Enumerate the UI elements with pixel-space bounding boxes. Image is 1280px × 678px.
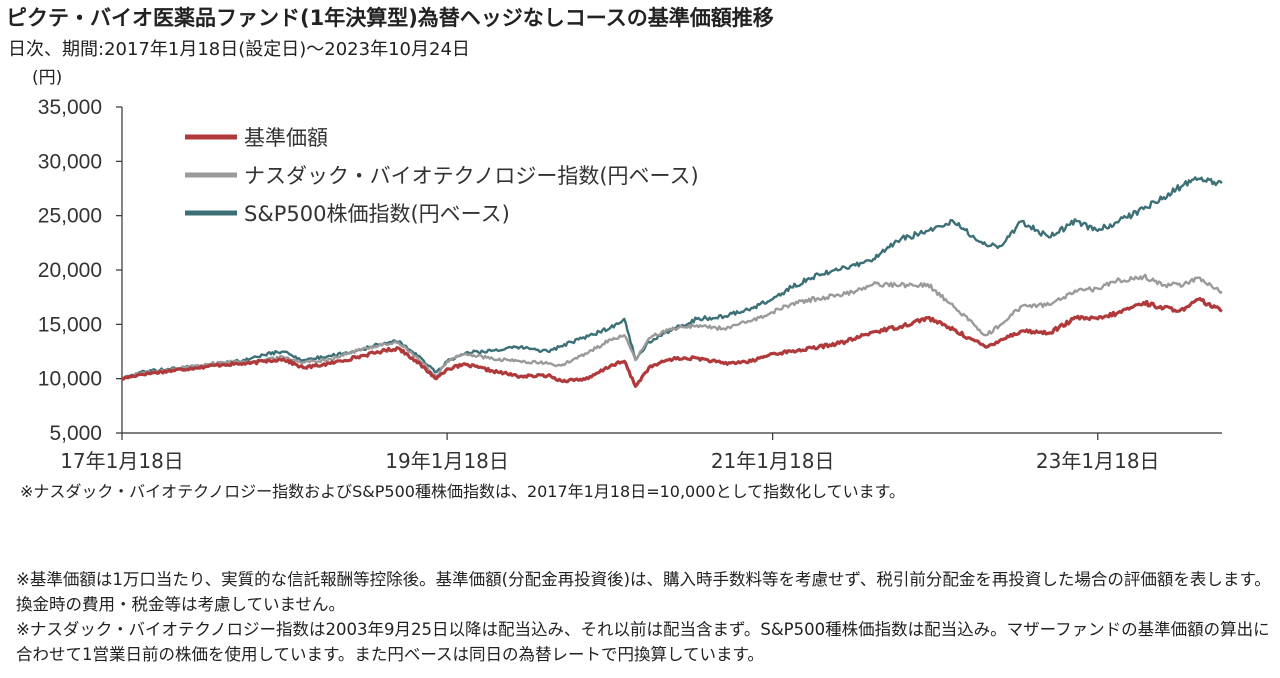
legend-item-nav-label: 基準価額 bbox=[244, 126, 328, 150]
x-tick-label: 19年1月18日 bbox=[385, 449, 509, 473]
y-tick-label: 15,000 bbox=[38, 313, 102, 336]
footnotes: ※基準価額は1万口当たり、実質的な信託報酬等控除後。基準価額(分配金再投資後)は… bbox=[16, 567, 1278, 667]
chart-subtitle: 日次、期間:2017年1月18日(設定日)〜2023年10月24日 bbox=[8, 39, 470, 60]
page-title: ピクテ・バイオ医薬品ファンド(1年決算型)為替ヘッジなしコースの基準価額推移 bbox=[6, 6, 774, 30]
y-axis: 5,000 10,000 15,000 20,000 25,000 30,000 35,00… bbox=[38, 96, 123, 445]
nav-series-line bbox=[121, 297, 1223, 388]
footnote-nav: ※基準価額は1万口当たり、実質的な信託報酬等控除後。基準価額(分配金再投資後)は… bbox=[16, 570, 1271, 614]
y-tick-label: 5,000 bbox=[49, 422, 102, 445]
y-tick-label: 10,000 bbox=[38, 368, 102, 391]
y-tick-label: 35,000 bbox=[38, 96, 102, 119]
legend-item-sp500-label: S&P500株価指数(円ベース) bbox=[244, 202, 510, 226]
nasdaq-biotech-series-line bbox=[121, 273, 1223, 381]
y-tick-label: 30,000 bbox=[38, 150, 102, 173]
x-axis: 17年1月18日 19年1月18日 21年1月18日 23年1月18日 bbox=[60, 432, 1222, 473]
y-axis-unit-label: (円) bbox=[32, 68, 63, 88]
legend-item-nasdaq-biotech-label: ナスダック・バイオテクノロジー指数(円ベース) bbox=[244, 164, 699, 188]
footnote-index-source: ※ナスダック・バイオテクノロジー指数は2003年9月25日以降は配当込み、それ以… bbox=[16, 620, 1270, 664]
y-tick-label: 25,000 bbox=[38, 205, 102, 228]
x-tick-label: 17年1月18日 bbox=[60, 449, 184, 473]
x-tick-label: 21年1月18日 bbox=[711, 449, 835, 473]
index-note: ※ナスダック・バイオテクノロジー指数およびS&P500種株価指数は、2017年1… bbox=[20, 482, 906, 501]
y-tick-label: 20,000 bbox=[38, 259, 102, 282]
x-tick-label: 23年1月18日 bbox=[1036, 449, 1160, 473]
line-chart: 5,000 10,000 15,000 20,000 25,000 30,000 35,00… bbox=[38, 96, 1223, 473]
series-layer bbox=[121, 176, 1223, 388]
